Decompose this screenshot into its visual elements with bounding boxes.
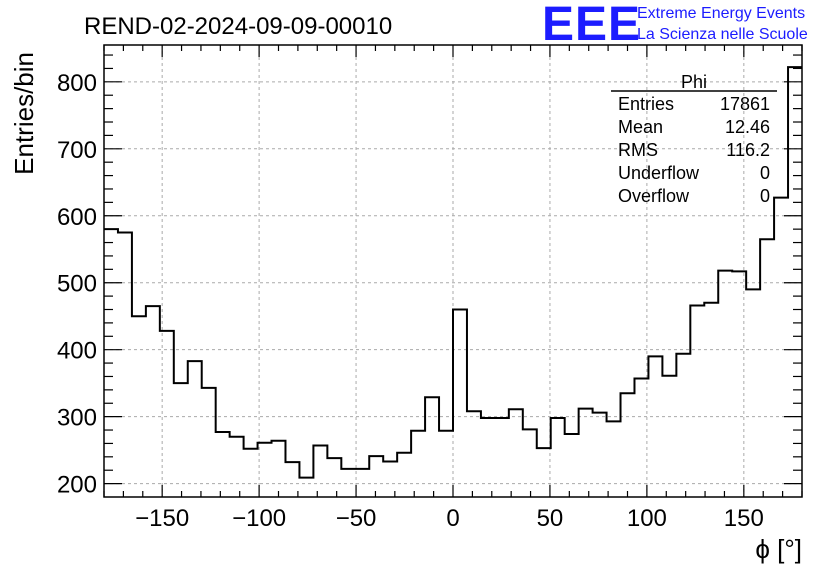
x-tick-label: 50 <box>537 505 564 532</box>
histogram-line <box>104 66 802 479</box>
stats-label: RMS <box>618 140 658 160</box>
stats-label: Overflow <box>618 186 690 206</box>
stats-value: 12.46 <box>725 117 770 137</box>
stats-label: Entries <box>618 94 674 114</box>
stats-label: Mean <box>618 117 663 137</box>
histogram-series <box>104 66 802 479</box>
stats-rows: Entries 17861 Mean 12.46 RMS 116.2 Underflow 0 O… <box>618 94 770 206</box>
x-tick-label: −100 <box>232 505 286 532</box>
axis-ticks <box>103 45 803 497</box>
y-tick-label: 800 <box>57 70 97 97</box>
stats-value: 17861 <box>720 94 770 114</box>
y-tick-label: 200 <box>57 472 97 499</box>
y-tick-label: 500 <box>57 271 97 298</box>
x-tick-label: −150 <box>135 505 189 532</box>
eee-logo: EEE Extreme Energy Events La Scienza nel… <box>542 0 808 51</box>
logo-line-1: Extreme Energy Events <box>637 5 805 22</box>
stats-value: 116.2 <box>726 140 770 160</box>
x-axis-label: ϕ [°] <box>755 534 802 564</box>
y-tick-label: 400 <box>57 338 97 365</box>
y-tick-label: 700 <box>57 137 97 164</box>
x-tick-label: 0 <box>446 505 459 532</box>
logo-mark: EEE <box>542 0 641 51</box>
stats-box: Phi Entries 17861 Mean 12.46 RMS 116.2 Underfl… <box>611 72 777 206</box>
run-title: REND-02-2024-09-09-00010 <box>84 13 392 40</box>
x-tick-label: 100 <box>627 505 667 532</box>
stats-title: Phi <box>681 72 707 92</box>
y-tick-label: 300 <box>57 405 97 432</box>
y-axis-label: Entries/bin <box>9 52 39 175</box>
stats-label: Underflow <box>618 163 700 183</box>
logo-line-2: La Scienza nelle Scuole <box>637 26 808 43</box>
stats-value: 0 <box>760 186 770 206</box>
stats-value: 0 <box>760 163 770 183</box>
x-tick-label: −50 <box>336 505 377 532</box>
y-tick-label: 600 <box>57 204 97 231</box>
tick-labels: −150 −100 −50 0 50 100 150 200 300 400 500 600 700 80… <box>57 70 764 532</box>
x-tick-label: 150 <box>724 505 764 532</box>
